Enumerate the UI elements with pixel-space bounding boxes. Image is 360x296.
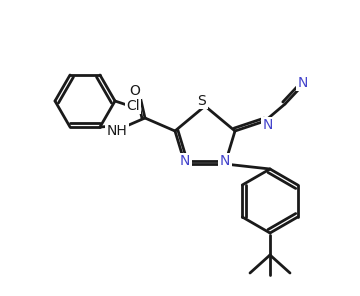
- Text: N: N: [263, 118, 273, 132]
- Text: N: N: [220, 154, 230, 168]
- Text: N: N: [298, 76, 308, 90]
- Text: N: N: [180, 154, 190, 168]
- Text: O: O: [130, 84, 140, 98]
- Text: S: S: [198, 94, 206, 108]
- Text: NH: NH: [107, 124, 127, 138]
- Text: Cl: Cl: [126, 99, 140, 113]
